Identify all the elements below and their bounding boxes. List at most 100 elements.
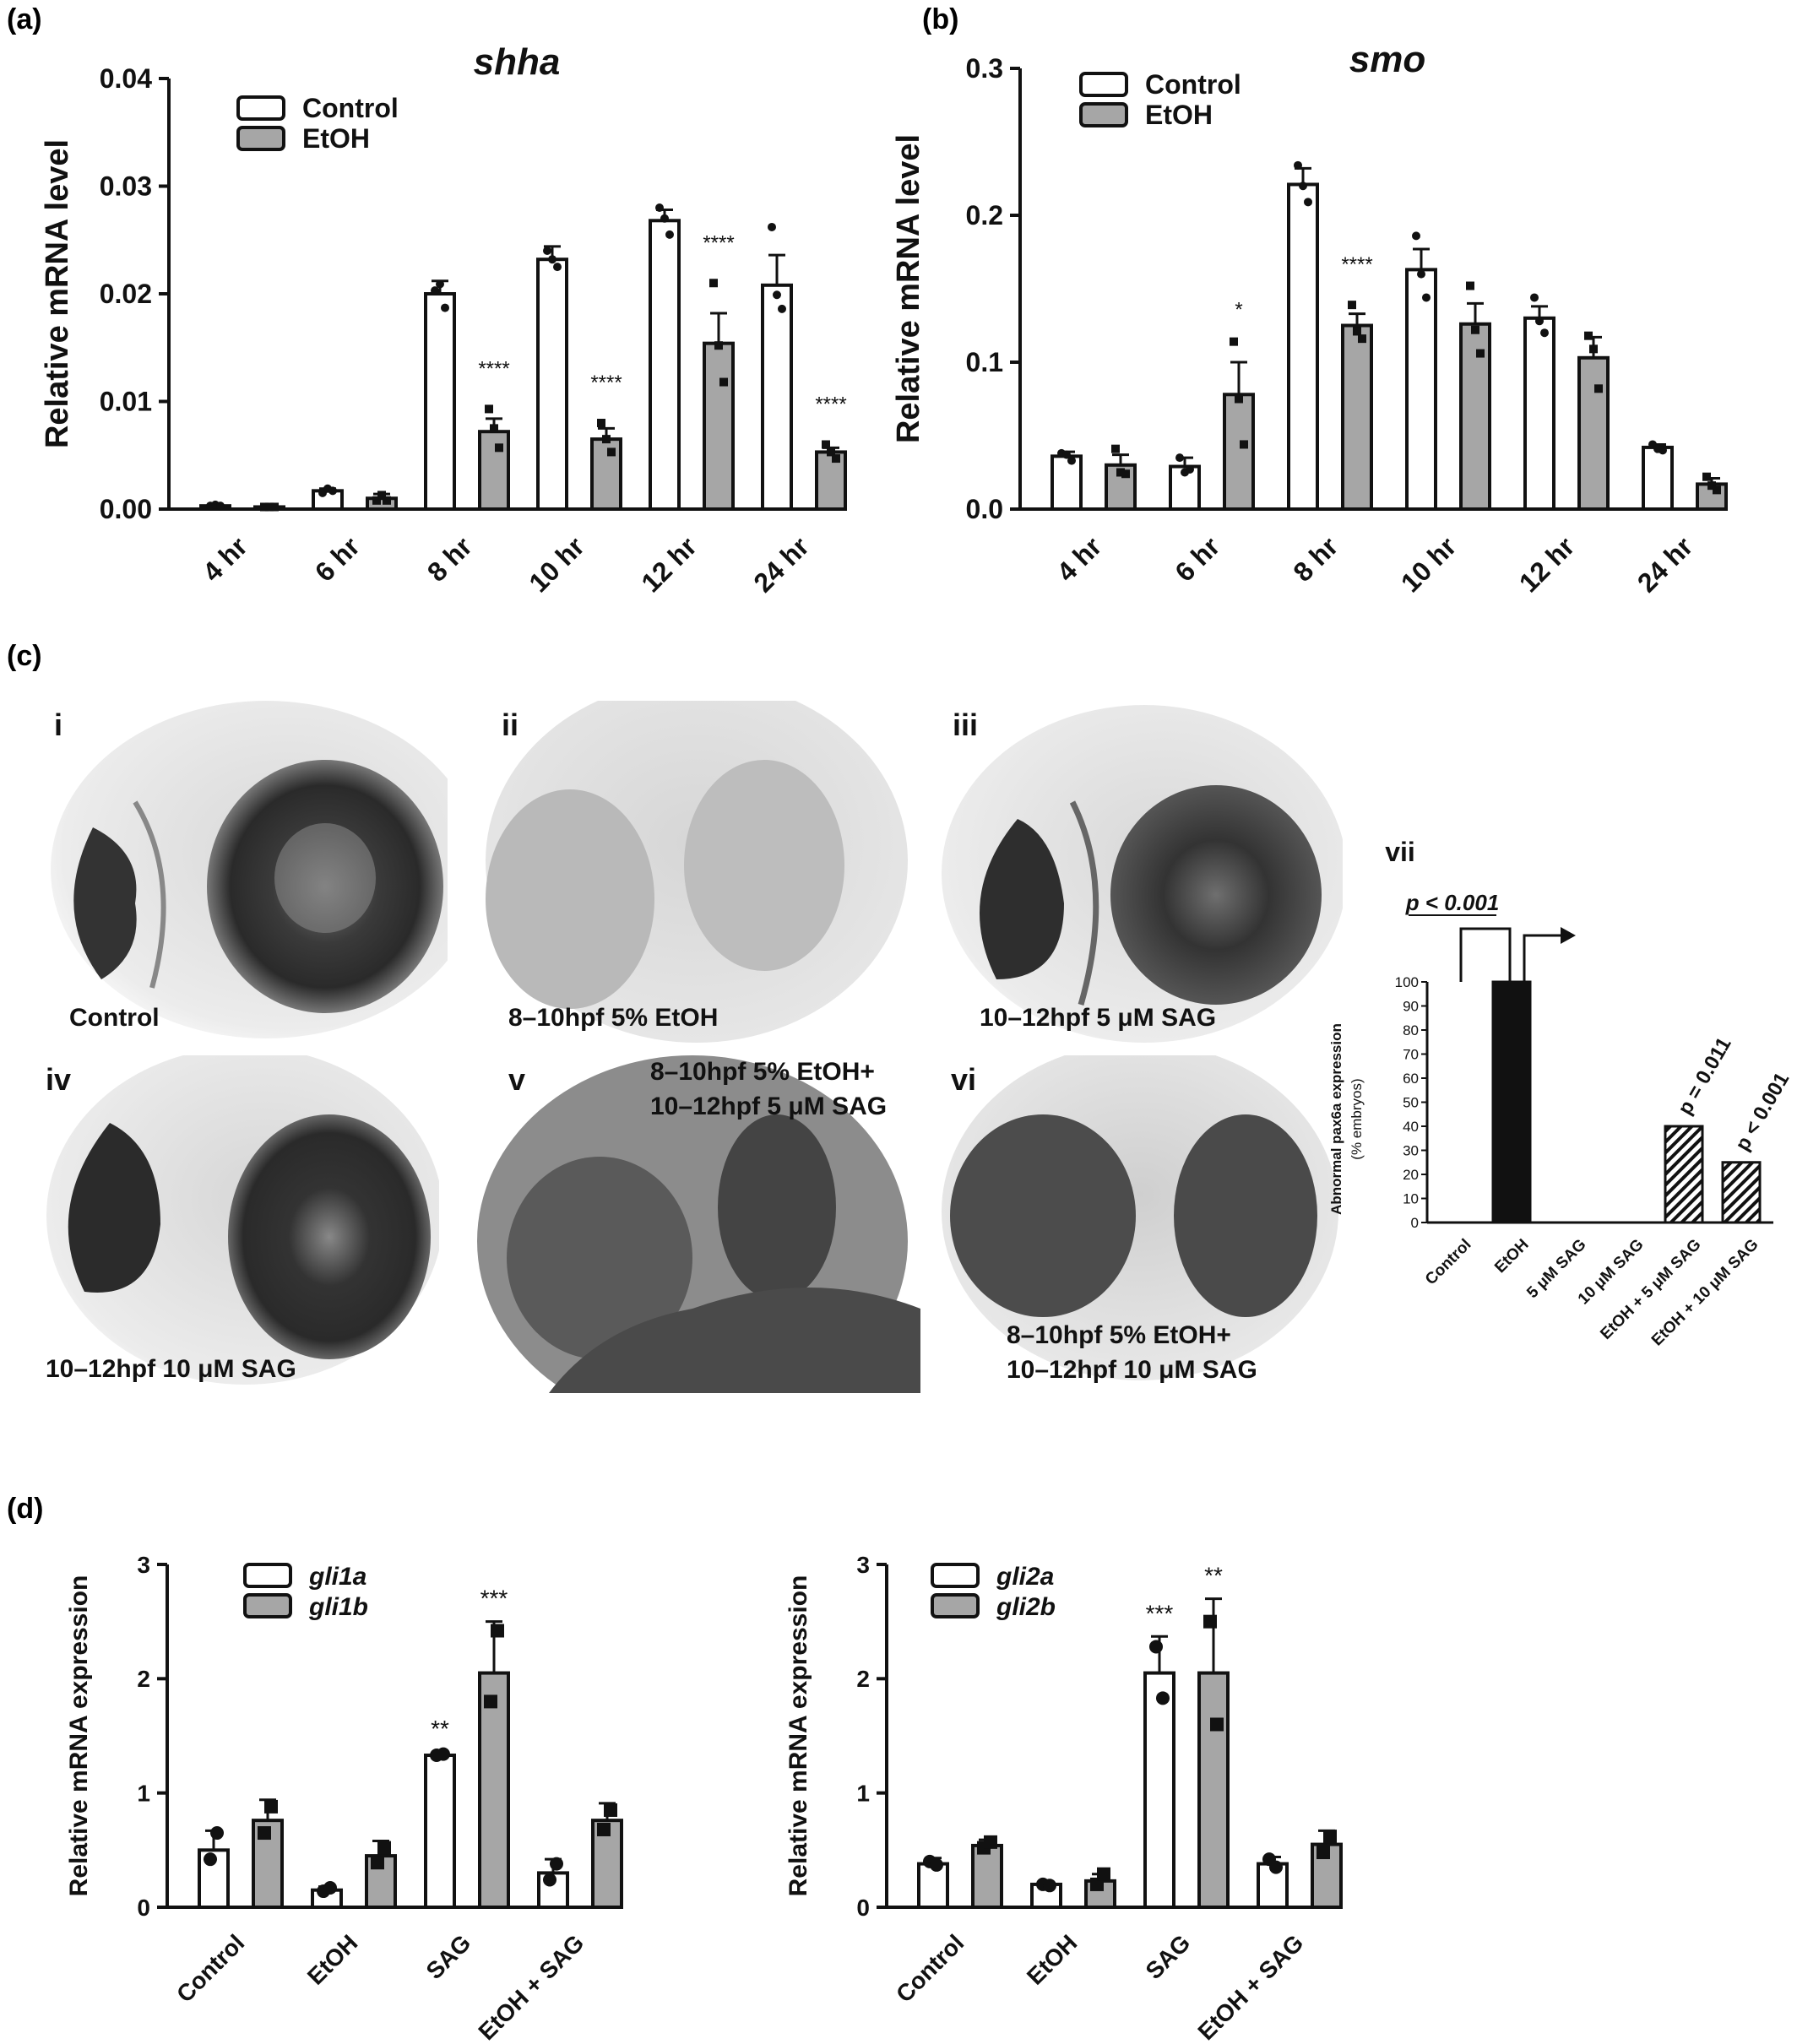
bar-EtOH + 10 μM SAG [1721,1161,1762,1224]
data-point [1412,231,1420,241]
legend-swatch-gli1b [243,1593,292,1618]
bar-EtOH-10 hr [1459,322,1491,512]
x-tick-label: 12 hr [635,531,703,599]
data-point [216,502,225,511]
data-point [1210,1717,1224,1732]
data-point [1240,440,1248,449]
photo-roman-v: v [508,1062,526,1097]
embryo-image-ii [473,701,912,1047]
photo-caption-vi: 8–10hpf 5% EtOH+ 10–12hpf 10 μM SAG [1007,1319,1257,1387]
embryo-image-i [34,701,448,1047]
data-point [1186,465,1194,474]
data-point [1062,450,1071,459]
bracket-arrow [1523,934,1564,982]
y-axis-label: Relative mRNA expression [65,1575,93,1897]
y-tick-label: 0.03 [100,171,152,202]
arrow-head [1561,927,1576,944]
data-point [1530,293,1539,302]
legend-swatch-gli1a [243,1563,292,1588]
data-point [709,279,718,288]
data-point [768,222,776,231]
data-point [1422,293,1431,302]
y-tick-label: 50 [1403,1095,1419,1111]
legend-swatch-EtOH [1079,102,1128,127]
y-tick-label: 0.00 [100,494,152,524]
photo-roman-iii: iii [953,708,979,742]
data-point [1417,269,1425,279]
data-point [1348,301,1356,310]
bar-gli2b-Control [971,1843,1003,1909]
data-point [930,1857,943,1872]
y-tick-label: 90 [1403,999,1419,1015]
y-tick-label: 40 [1403,1119,1419,1135]
y-axis-label: Relative mRNA level [40,139,75,448]
photo-v: v 8–10hpf 5% EtOH+ 10–12hpf 5 μM SAG [473,1055,920,1393]
data-point [323,1880,337,1895]
y-tick-label: 0.02 [100,279,152,309]
data-point [984,1835,997,1849]
data-point [441,303,449,312]
photo-roman-vi: vi [951,1062,977,1097]
photo-iv: iv 10–12hpf 10 μM SAG [34,1055,439,1402]
panel-label-a: (a) [7,3,42,35]
embryo-image-v [473,1055,920,1393]
significance-label: **** [1341,253,1372,276]
x-tick-label: 24 hr [747,531,815,599]
chart-b: 0.0 0.1 0.2 0.3 Relative mRNA level smo 4 hr 6 … [891,39,1728,598]
data-point [1203,1614,1217,1629]
data-point [604,1803,617,1817]
bar-gli2a-EtOH + SAG [1257,1862,1289,1909]
bar-Control-8 hr [424,292,456,511]
photo-caption-v-line2: 10–12hpf 5 μM SAG [650,1092,888,1120]
photo-i: i Control [34,701,448,1047]
data-point [660,214,669,223]
bar-Control-24 hr [1642,445,1674,511]
data-point [495,443,503,453]
significance-label: **** [478,357,509,380]
legend-label-gli1a: gli1a [308,1563,366,1591]
data-point [210,1826,224,1841]
panel-label-c: (c) [7,640,42,672]
y-tick-label: 1 [856,1780,870,1806]
y-tick-label: 100 [1395,974,1419,990]
legend-label-gli2a: gli2a [996,1563,1054,1591]
data-point [602,435,611,444]
photo-caption-v-line1: 8–10hpf 5% EtOH+ [650,1058,875,1086]
p-value-label: p < 0.001 [1731,1069,1794,1155]
bar-EtOH [1491,980,1532,1224]
bar-gli2a-Control [917,1862,949,1909]
data-point [258,1826,271,1841]
data-point [1589,344,1598,354]
x-tick-label: EtOH + 5 μM SAG [1597,1236,1704,1343]
bar-EtOH-6 hr [1223,393,1255,511]
photo-caption-iii: 10–12hpf 5 μM SAG [980,1004,1217,1032]
legend-label-gli1b: gli1b [308,1593,368,1621]
data-point [1466,281,1474,290]
data-point [773,290,781,300]
data-point [1594,384,1603,393]
significance-label: **** [815,393,846,416]
data-point [484,1694,497,1709]
x-tick-label: 4 hr [197,531,253,588]
data-point [491,1624,504,1638]
y-tick-label: 80 [1403,1022,1419,1038]
bar-EtOH-12 hr [1577,355,1610,511]
y-axis-label: Abnormal pax6a expression [1328,1023,1344,1215]
y-tick-label: 0.0 [966,494,1003,524]
bar-EtOH-12 hr [703,341,735,511]
chart-d2: 0 1 2 3 Relative mRNA expression Control EtOH S… [784,1552,1343,2044]
chart-title: vii [1385,837,1415,867]
data-point [1067,456,1076,465]
y-tick-label: 3 [137,1552,150,1578]
y-tick-label: 2 [856,1666,870,1692]
x-tick-label: Control [891,1929,969,2007]
data-point [431,286,439,295]
data-point [1713,485,1721,495]
legend-label-Control: Control [1145,69,1241,100]
x-tick-label: EtOH + SAG [1192,1929,1308,2044]
significance-label: **** [703,231,734,254]
legend-swatch-gli2a [931,1563,980,1588]
photo-ii: ii 8–10hpf 5% EtOH [473,701,912,1047]
data-point [1707,481,1716,491]
